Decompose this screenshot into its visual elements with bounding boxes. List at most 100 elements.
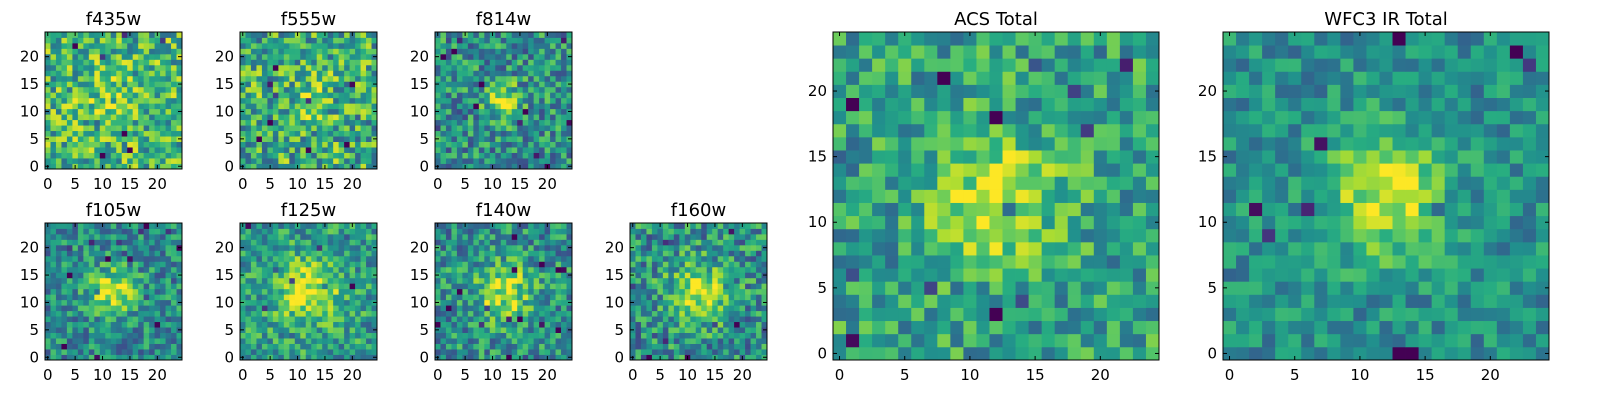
heatmap-cell [311,32,318,38]
heatmap-cell [445,250,452,257]
heatmap-cell [154,338,161,344]
heatmap-cell [885,176,899,190]
heatmap-cell [630,233,636,240]
heatmap-cell [517,261,524,268]
y-tick-label: 5 [614,321,624,339]
axes-frame [629,222,768,361]
heatmap-cell [684,327,691,333]
heatmap-cell [462,119,469,126]
heatmap-cell [272,327,279,333]
heatmap-cell [349,228,356,235]
heatmap-cell [127,70,134,77]
heatmap-cell [517,130,524,137]
heatmap-cell [489,266,496,273]
heatmap-cell [349,327,356,333]
heatmap-cell [739,239,746,246]
heatmap-cell [77,239,84,246]
heatmap-cell [478,338,485,344]
heatmap-cell [349,136,356,142]
heatmap-cell [544,59,551,66]
heatmap-cell [305,228,312,235]
heatmap-cell [550,244,556,251]
heatmap-cell [566,141,573,148]
heatmap-cell [360,288,367,295]
heatmap-cell [690,255,697,262]
heatmap-cell [311,255,318,262]
heatmap-cell [657,255,664,262]
heatmap-cell [61,48,68,55]
heatmap-cell [289,277,296,284]
heatmap-cell [338,97,345,104]
heatmap-cell [484,294,491,301]
heatmap-cell [245,305,252,312]
heatmap-cell [1028,294,1043,308]
heatmap-cell [349,141,356,148]
heatmap-cell [72,158,79,164]
heatmap-cell [566,228,573,235]
heatmap-cell [360,272,367,279]
heatmap-cell [83,288,90,295]
heatmap-cell [176,266,183,273]
heatmap-cell [937,215,951,230]
heatmap-cell [561,70,567,77]
heatmap-cell [50,81,57,88]
heatmap-cell [635,299,642,306]
heatmap-cell [555,75,562,82]
heatmap-cell [311,321,318,328]
heatmap-cell [484,288,491,295]
heatmap-cell [445,343,452,350]
heatmap-cell [963,228,977,243]
heatmap-cell [662,228,669,235]
heatmap-cell [522,59,529,66]
heatmap-cell [473,255,480,262]
heatmap-cell [99,343,106,350]
heatmap-cell [344,152,350,159]
heatmap-cell [690,228,697,235]
heatmap-cell [99,327,106,333]
heatmap-cell [154,114,161,121]
heatmap-cell [544,266,551,273]
heatmap-cell [467,42,474,49]
heatmap-cell [528,321,535,328]
heatmap-cell [440,119,447,126]
heatmap-cell [651,272,658,279]
heatmap-cell [72,114,79,121]
heatmap-cell [283,42,290,49]
heatmap-cell [668,327,675,333]
heatmap-cell [662,332,669,339]
heatmap-cell [366,228,372,235]
heatmap-cell [761,310,768,317]
heatmap-cell [176,305,183,312]
x-tick-label: 0 [238,366,248,384]
heatmap-cell [963,333,977,348]
heatmap-cell [539,283,545,290]
heatmap-cell [176,250,183,257]
heatmap-cell [160,233,166,240]
heatmap-cell [635,255,642,262]
heatmap-cell [349,343,356,350]
heatmap-cell [322,233,329,240]
heatmap-cell [250,97,257,104]
heatmap-cell [305,321,312,328]
heatmap-cell [517,108,524,115]
heatmap-cell [976,176,990,190]
heatmap-cell [121,266,128,273]
heatmap-cell [66,250,73,257]
heatmap-cell [165,305,172,312]
heatmap-cell [110,92,117,99]
heatmap-cell [517,299,524,306]
heatmap-cell [898,294,912,308]
heatmap-cell [171,70,177,77]
heatmap-cell [316,310,323,317]
heatmap-cell [61,343,68,350]
heatmap-cell [522,305,529,312]
heatmap-cell [99,147,106,153]
heatmap-cell [355,327,361,333]
heatmap-cell [132,141,139,148]
heatmap-cell [154,349,161,355]
heatmap-cell [561,266,567,273]
heatmap-cell [272,321,279,328]
heatmap-cell [72,255,79,262]
heatmap-cell [366,97,372,104]
heatmap-cell [267,81,274,88]
